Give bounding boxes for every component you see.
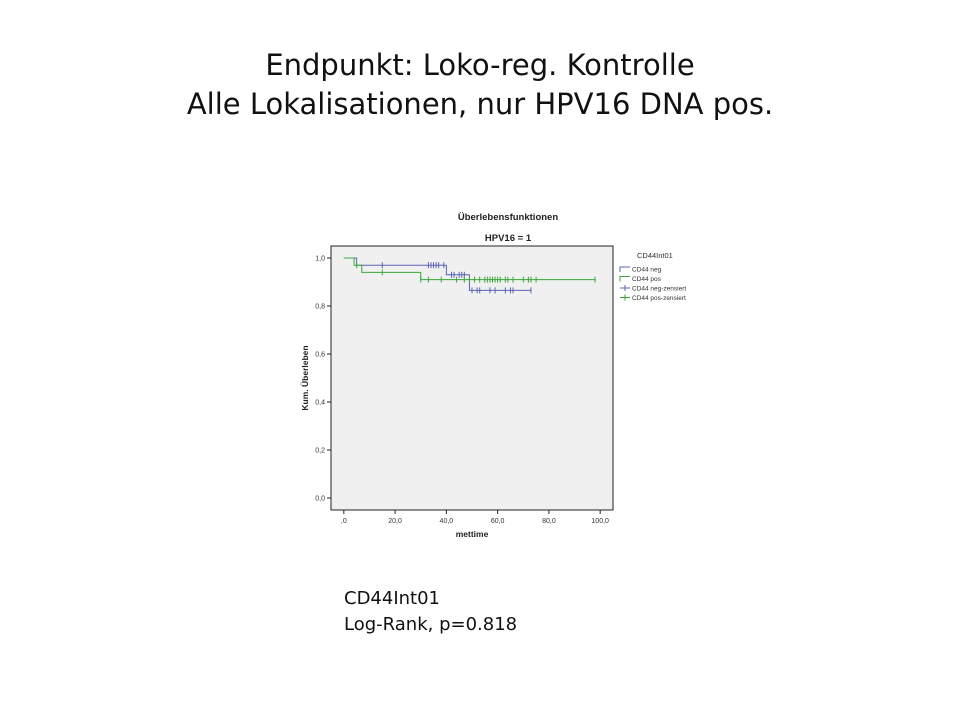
y-tick-label: 0,4	[315, 400, 325, 407]
y-tick-label: 0,0	[315, 496, 325, 503]
kaplan-meier-chart: Überlebensfunktionen HPV16 = 1 ,0 20,0 40,…	[300, 212, 686, 539]
y-axis-label: Kum. Überleben	[300, 345, 310, 410]
x-tick-label: 40,0	[440, 518, 454, 525]
legend-item: CD44 neg-zensiert	[620, 285, 686, 293]
plot-area	[330, 245, 614, 511]
chart-subtitle: HPV16 = 1	[485, 233, 532, 244]
chart-title: Überlebensfunktionen	[458, 212, 558, 223]
legend-label: CD44 neg	[632, 267, 662, 274]
y-tick-label: 1,0	[315, 256, 325, 263]
x-tick-label: 80,0	[542, 518, 556, 525]
legend-line-swatch	[619, 276, 630, 282]
x-tick-label: 20,0	[388, 518, 402, 525]
x-axis-label: mettime	[456, 529, 489, 539]
legend-label: CD44 neg-zensiert	[632, 286, 686, 293]
y-tick-label: 0,6	[315, 352, 325, 359]
slide-title-line-2: Alle Lokalisationen, nur HPV16 DNA pos.	[186, 87, 774, 121]
log-rank-result: Log-Rank, p=0.818	[344, 614, 518, 635]
x-tick-label: ,0	[341, 518, 347, 525]
legend-item: CD44 pos	[619, 276, 662, 283]
series-layer	[343, 257, 596, 294]
x-tick-label: 100,0	[591, 518, 609, 525]
legend-label: CD44 pos-zensiert	[632, 295, 686, 302]
legend-label: CD44 pos	[632, 276, 662, 283]
slide-title-line-1: Endpunkt: Loko-reg. Kontrolle	[265, 48, 695, 82]
y-axis: 0,0 0,2 0,4 0,6 0,8 1,0	[315, 256, 331, 503]
statistics-note: CD44Int01 Log-Rank, p=0.818	[344, 586, 517, 638]
group-variable-label: CD44Int01	[344, 588, 441, 609]
legend-item: CD44 pos-zensiert	[620, 294, 686, 302]
y-tick-label: 0,8	[315, 304, 325, 311]
y-tick-label: 0,2	[315, 448, 325, 455]
slide-title: Endpunkt: Loko-reg. Kontrolle Alle Lokal…	[0, 46, 960, 124]
legend: CD44Int01 CD44 neg CD44 pos CD44 neg-zensi…	[619, 251, 686, 302]
legend-title: CD44Int01	[637, 251, 673, 260]
x-tick-label: 60,0	[491, 518, 505, 525]
survival-curve-cd44-neg	[343, 257, 531, 291]
legend-item: CD44 neg	[619, 266, 662, 274]
legend-line-swatch	[619, 266, 630, 272]
x-axis: ,0 20,0 40,0 60,0 80,0 100,0	[341, 510, 609, 525]
